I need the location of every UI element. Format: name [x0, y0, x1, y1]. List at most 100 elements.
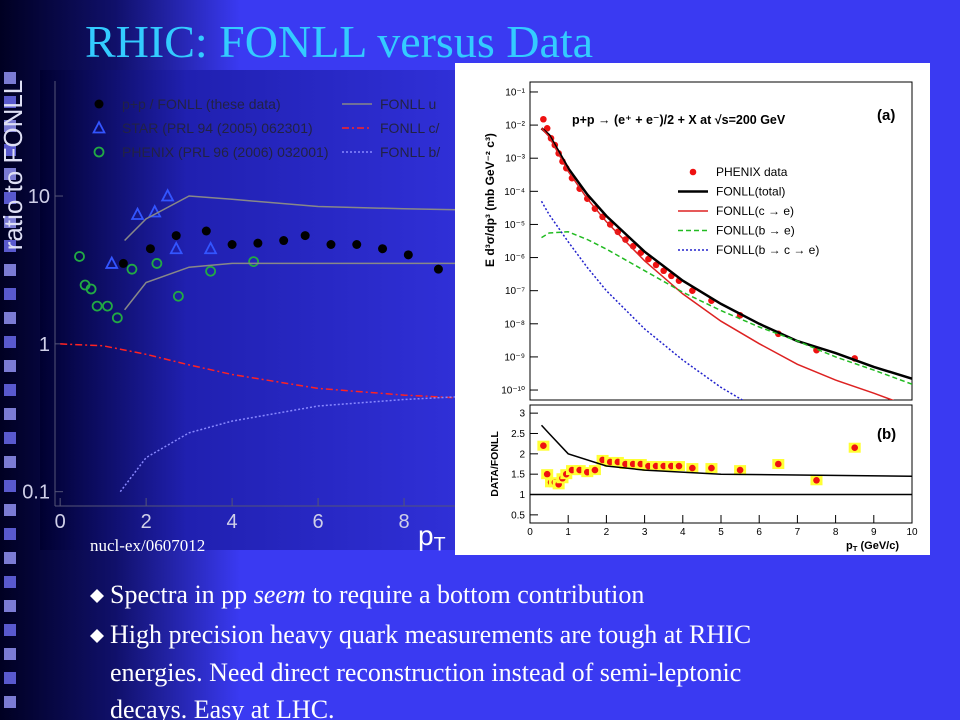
marker [645, 255, 652, 263]
y-axis-label: E d³σ/dp³ (mb GeV⁻² c³) [483, 133, 497, 267]
decor-square [4, 192, 16, 204]
marker [403, 250, 413, 260]
decor-square [4, 240, 16, 252]
decor-square [4, 312, 16, 324]
y-tick-label: 10⁻⁷ [505, 286, 525, 297]
marker [205, 265, 217, 277]
marker [540, 115, 547, 123]
decor-square [4, 576, 16, 588]
decor-square [4, 696, 16, 708]
marker [708, 464, 715, 472]
legend-label: p+p / FONLL (these data) [122, 96, 281, 112]
decor-square [4, 600, 16, 612]
x-tick-label: 3 [642, 527, 648, 538]
marker [652, 261, 660, 269]
marker [118, 258, 128, 268]
decor-square [4, 504, 16, 516]
legend-label: FONLL(b → c → e) [716, 243, 819, 257]
y-tick-label: 0.1 [22, 482, 50, 504]
decor-square [4, 480, 16, 492]
decor-square [4, 144, 16, 156]
figure-panel [455, 63, 930, 555]
marker [775, 460, 782, 468]
curve [124, 262, 490, 311]
x-tick-label: 2 [141, 511, 152, 533]
panel-label: (b) [877, 426, 896, 443]
legend-label: FONLL(c → e) [716, 204, 794, 218]
marker [248, 256, 259, 268]
marker [203, 240, 218, 255]
marker [172, 290, 184, 302]
marker [253, 238, 263, 248]
marker [93, 146, 105, 158]
x-tick-label: 8 [833, 527, 839, 538]
y-tick-label: 2.5 [511, 429, 525, 440]
decor-square [4, 288, 16, 300]
marker [227, 240, 237, 250]
y-tick-label: 10⁻³ [505, 154, 525, 165]
y-tick-label: 10⁻⁵ [504, 220, 525, 231]
x-tick-label: 6 [313, 511, 324, 533]
marker [660, 267, 667, 275]
marker [279, 236, 289, 246]
marker [151, 258, 163, 269]
plot-background [40, 70, 460, 550]
decor-square [4, 168, 16, 180]
legend-label: FONLL c/ [380, 120, 439, 136]
marker [352, 240, 362, 250]
y-tick-label: 10⁻⁴ [504, 187, 525, 198]
marker [614, 228, 622, 236]
curve [540, 424, 912, 477]
x-tick-label: 2 [604, 527, 610, 538]
marker [92, 120, 106, 134]
marker [326, 240, 336, 250]
marker [130, 206, 145, 220]
marker [689, 287, 696, 294]
x-tick-label: 4 [680, 527, 686, 538]
marker [102, 300, 113, 312]
decor-square [4, 72, 16, 84]
decoration [4, 72, 16, 708]
decor-square [4, 264, 16, 276]
marker [104, 255, 119, 269]
x-axis-label-part: p [418, 520, 434, 551]
x-tick-label: 0 [55, 511, 66, 533]
legend-label: FONLL u [380, 96, 436, 112]
marker [689, 464, 696, 472]
legend-label: PHENIX (PRL 96 (2006) 032001) [122, 144, 328, 160]
curve [119, 394, 490, 493]
x-axis-label-part: T [853, 544, 858, 553]
x-tick-label: 0 [527, 527, 533, 538]
marker [851, 444, 858, 452]
marker [378, 244, 388, 254]
bullet-text: High precision heavy quark measurements … [110, 620, 751, 649]
x-axis-label: pT (GeV/c) [846, 540, 899, 553]
bullet-marker [90, 629, 104, 643]
decor-square [4, 384, 16, 396]
marker [85, 283, 97, 295]
marker [147, 204, 162, 218]
decor-square [4, 432, 16, 444]
x-tick-label: 4 [227, 511, 238, 533]
y-tick-label: 10⁻¹ [505, 87, 525, 98]
decor-square [4, 552, 16, 564]
y-tick-label: 10⁻⁹ [504, 352, 525, 363]
x-axis-label-part: p [846, 540, 853, 552]
marker [433, 264, 443, 274]
x-tick-label: 7 [795, 527, 801, 538]
curve [60, 343, 490, 401]
marker [675, 462, 683, 470]
y-tick-label: 10⁻¹⁰ [501, 386, 525, 397]
y-tick-label: 0.5 [511, 510, 525, 521]
curve [540, 127, 895, 400]
x-tick-label: 1 [565, 527, 571, 538]
legend-label: FONLL b/ [380, 144, 440, 160]
y-tick-label: 10 [28, 186, 50, 208]
annotation: p+p → (e⁺ + e⁻)/2 + X at √s=200 GeV [572, 113, 786, 127]
y-axis-label: ratio to FONLL [0, 80, 28, 251]
y-tick-label: 10⁻⁸ [504, 319, 525, 330]
legend-label: FONLL(total) [716, 185, 785, 199]
decor-square [4, 408, 16, 420]
y-tick-label: 10⁻² [505, 121, 525, 132]
legend-label: FONLL(b → e) [716, 224, 795, 238]
